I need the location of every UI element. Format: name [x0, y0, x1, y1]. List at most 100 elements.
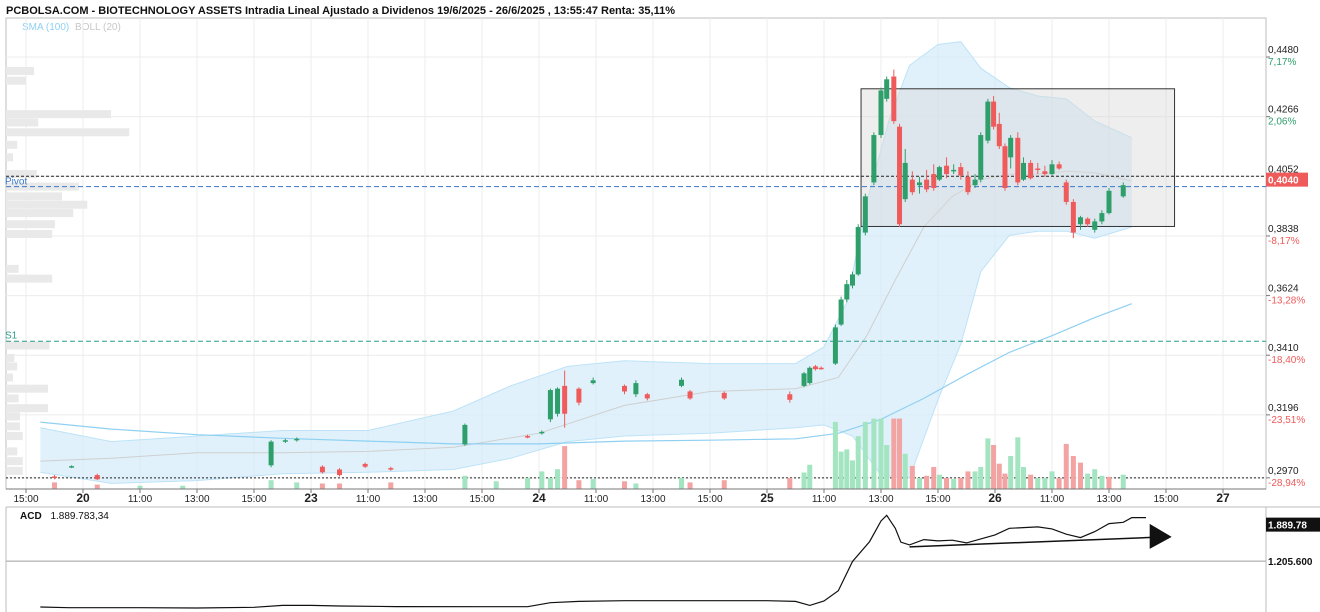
volume-bar	[862, 421, 868, 489]
acd-line	[40, 514, 1146, 609]
volume-bar	[958, 478, 964, 489]
profile-bar	[6, 200, 88, 209]
candle-body	[721, 392, 727, 399]
candle-body	[832, 327, 838, 364]
candle-body	[1106, 190, 1112, 214]
x-tick-label: 11:00	[1040, 494, 1065, 505]
profile-bar	[6, 384, 48, 393]
x-tick-label: 13:00	[1096, 494, 1121, 505]
indicator-legend: SMA (100) BOLL (20)	[22, 22, 121, 33]
candle-body	[94, 475, 100, 480]
volume-bar	[576, 480, 582, 489]
volume-bar	[622, 481, 627, 489]
candle-body	[850, 274, 855, 286]
indicator-sma-label[interactable]: SMA (100)	[22, 22, 70, 33]
volume-bar	[268, 480, 274, 489]
candle-body	[362, 463, 368, 467]
x-tick-label: 13:00	[868, 494, 893, 505]
volume-bar	[1078, 462, 1083, 489]
indicator-boll-label[interactable]: BOLL (20)	[75, 22, 121, 33]
candle-body	[1008, 137, 1014, 158]
y-pct-label: -18,40%	[1268, 355, 1305, 366]
volume-bar	[1063, 443, 1069, 489]
profile-bar	[6, 192, 62, 201]
volume-bar	[916, 478, 922, 489]
x-tick-label: 15:00	[469, 494, 494, 505]
profile-bar	[6, 447, 18, 456]
candle-body	[902, 162, 908, 200]
y-tick-label: 0,3838	[1268, 224, 1299, 235]
volume-bar	[1099, 475, 1105, 489]
y-tick-label: 0,4052	[1268, 164, 1299, 175]
y-tick-label: 0,3624	[1268, 284, 1299, 295]
volume-profile	[6, 66, 130, 475]
volume-bar	[996, 463, 1002, 489]
candle-body	[69, 466, 75, 468]
y-tick-label: 0,4480	[1268, 45, 1299, 56]
candle-body	[951, 169, 957, 172]
profile-bar	[6, 394, 19, 403]
x-tick-label: 15:00	[241, 494, 266, 505]
candle-body	[52, 476, 57, 478]
acd-value-tag	[1266, 517, 1320, 532]
volume-bar	[137, 485, 143, 489]
volume-bar	[1028, 474, 1034, 489]
candle-body	[1035, 168, 1041, 170]
volume-bar	[1056, 478, 1062, 489]
y-tick-label: 0,2970	[1268, 466, 1299, 477]
candle-body	[1002, 146, 1008, 189]
volume-bar	[590, 479, 596, 489]
volume-bar	[180, 485, 186, 489]
profile-bar	[6, 422, 20, 431]
x-tick-label: 15:00	[13, 494, 38, 505]
profile-bar	[6, 404, 48, 413]
x-tick-label: 27	[1216, 491, 1230, 505]
volume-bar	[525, 478, 531, 489]
volume-bar	[52, 482, 57, 489]
profile-bar	[6, 220, 55, 229]
candle-body	[1049, 164, 1055, 175]
candle-body	[1042, 171, 1048, 175]
volume-bar	[855, 436, 861, 489]
volume-bar	[1015, 437, 1021, 489]
candle-body	[590, 380, 596, 384]
volume-bar	[539, 471, 545, 489]
candle-body	[972, 179, 978, 186]
candle-body	[319, 466, 325, 473]
profile-bar	[6, 170, 37, 179]
candle-body	[1028, 162, 1034, 179]
candle-body	[897, 126, 903, 225]
candle-body	[818, 367, 824, 370]
volume-bar	[633, 483, 639, 489]
volume-bar	[555, 469, 561, 489]
volume-bar	[462, 475, 468, 489]
candle-body	[838, 299, 844, 325]
x-tick-label: 24	[532, 491, 546, 505]
volume-bar	[991, 445, 997, 489]
volume-bar	[1002, 473, 1008, 489]
volume-bar	[838, 451, 844, 489]
volume-bar	[844, 449, 850, 489]
volume-bar	[547, 478, 553, 489]
profile-bar	[6, 229, 53, 238]
candle-body	[996, 123, 1002, 147]
volume-bar	[1070, 456, 1076, 489]
y-pct-label: 2,06%	[1268, 117, 1296, 128]
candle-body	[844, 284, 850, 300]
profile-bar	[6, 153, 13, 162]
candle-body	[909, 179, 915, 193]
volume-bar	[884, 445, 890, 489]
x-tick-label: 13:00	[184, 494, 209, 505]
trend-arrow-line	[909, 536, 1152, 548]
volume-bar	[319, 483, 325, 489]
candle-body	[282, 440, 288, 442]
s1-label: S1	[5, 330, 18, 341]
reference-lines: Pivot S1	[5, 175, 1266, 479]
candle-body	[462, 424, 468, 445]
x-tick-label: 13:00	[640, 494, 665, 505]
candle-body	[801, 373, 807, 386]
volume-bars	[52, 418, 1126, 489]
acd-panel: 1.205.600 1.889.78	[5, 506, 1320, 612]
candle-body	[891, 76, 897, 122]
